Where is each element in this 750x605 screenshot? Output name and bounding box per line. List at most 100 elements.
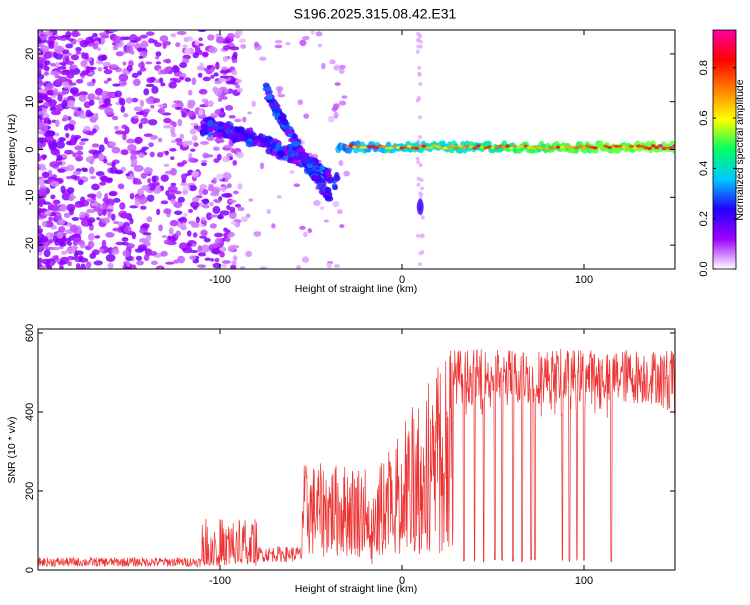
- spectrogram-cell: [472, 146, 478, 150]
- spectrogram-cell: [137, 244, 148, 251]
- spectrogram-cell: [236, 87, 243, 93]
- spectrogram-cell: [222, 55, 229, 63]
- spectrogram-cell: [151, 85, 159, 94]
- spectrogram-cell: [337, 209, 343, 215]
- spectrogram-cell: [165, 261, 175, 265]
- spectrogram-cell: [60, 185, 66, 194]
- spectrogram-cell: [107, 262, 114, 269]
- spectrogram-cell: [283, 125, 290, 131]
- spectrogram-cell: [173, 79, 182, 83]
- spectrogram-cell: [222, 172, 232, 180]
- spectrogram-cell: [277, 88, 282, 95]
- spectrogram-cell: [97, 55, 106, 62]
- spectrogram-cell: [577, 144, 583, 148]
- spectrogram-cell: [221, 260, 231, 264]
- spectrogram-cell: [101, 90, 111, 99]
- spectrogram-cell: [66, 71, 75, 79]
- spectrogram-cell: [421, 144, 427, 148]
- spectrogram-cell: [267, 141, 277, 148]
- spectrogram-cell: [338, 67, 345, 74]
- spectrogram-cell: [202, 51, 209, 58]
- spectrogram-cell: [92, 128, 97, 134]
- spectrogram-cell: [204, 154, 214, 158]
- spectrogram-cell: [118, 73, 129, 82]
- spectrogram-cell: [200, 141, 209, 145]
- spectrogram-cell: [75, 263, 81, 269]
- spectrogram-cell: [212, 242, 219, 249]
- spectrogram-cell: [41, 258, 52, 265]
- spectrogram-cell: [78, 94, 87, 102]
- spectrogram-cell: [165, 190, 170, 197]
- spectrogram-cell: [43, 31, 53, 37]
- spectrogram-cell: [207, 34, 215, 41]
- spectrogram-cell: [124, 126, 130, 135]
- spectrogram-cell: [101, 239, 107, 248]
- spectrogram-cell: [333, 175, 341, 182]
- spectrogram-cell: [154, 42, 163, 48]
- spectrogram-cell: [420, 250, 425, 255]
- spectrogram-cell: [219, 75, 230, 79]
- spectrogram-cell: [200, 162, 207, 167]
- spectrogram-cell: [67, 187, 75, 194]
- spectrogram-cell: [183, 212, 188, 217]
- spectrogram-cell: [145, 61, 153, 65]
- spectrogram-cell: [416, 160, 421, 165]
- spectrogram-cell: [135, 255, 143, 261]
- spectrogram-cell: [140, 117, 149, 124]
- spectrogram-cell: [230, 264, 237, 269]
- spectrogram-cell: [198, 187, 203, 196]
- spectrogram-cell: [226, 204, 231, 210]
- spectrogram-cell: [197, 245, 203, 252]
- spectrogram-cell: [333, 64, 340, 71]
- spectrogram-cell: [225, 80, 235, 85]
- spectrogram-cell: [135, 111, 144, 116]
- spectrogram-cell: [66, 203, 76, 212]
- spectrogram-cell: [416, 44, 421, 49]
- spectrogram-cell: [57, 66, 67, 70]
- spectrogram-cell: [610, 144, 616, 148]
- spectrogram-cell: [43, 72, 49, 76]
- spectrogram-cell: [302, 231, 308, 238]
- spectrogram-cell: [125, 97, 133, 104]
- spectrogram-cell: [182, 186, 191, 191]
- spectrogram-cell: [70, 134, 76, 143]
- spectrogram-cell: [418, 39, 423, 44]
- spectrogram-cell: [418, 82, 423, 87]
- snr-y-ticks: 0 200 400 600: [24, 324, 675, 573]
- spectrogram-cell: [439, 146, 445, 150]
- spectrogram-cell: [417, 71, 422, 76]
- spectrogram-cell: [123, 113, 129, 118]
- spectrogram-cell: [230, 212, 237, 219]
- colorbar: 0.0 0.2 0.4 0.6 0.8 Normalized spectral ampl…: [698, 29, 746, 277]
- spectrogram-cell: [114, 125, 119, 131]
- spectrogram-cell: [240, 216, 249, 223]
- spectrogram-cell: [370, 144, 376, 148]
- spectrogram-cell: [162, 43, 167, 49]
- spectrogram-cell: [213, 158, 220, 163]
- spectrogram-cell: [219, 251, 225, 258]
- spectrogram-cell: [198, 223, 206, 227]
- spectrogram-cell: [178, 242, 188, 250]
- spectrogram-cell: [51, 119, 57, 123]
- spectrogram-cell: [112, 227, 122, 232]
- spectrogram-cell: [210, 114, 218, 119]
- spectrogram-cell: [148, 142, 154, 148]
- spectrogram-cell: [157, 266, 163, 269]
- spectrogram-cell: [213, 72, 219, 77]
- spectrogram-cell: [70, 106, 79, 110]
- spectrogram-cell: [163, 67, 168, 75]
- spectrogram-cell: [70, 54, 79, 61]
- spectrogram-cell: [77, 107, 82, 112]
- spectrogram-cell: [512, 144, 518, 148]
- spectrogram-cell: [177, 118, 183, 127]
- spectrogram-cell: [65, 31, 72, 39]
- spectrogram-cell: [93, 260, 103, 266]
- spectrogram-cell: [416, 233, 421, 238]
- spectrogram-cell: [301, 256, 310, 263]
- spectrogram-cell: [450, 144, 456, 148]
- spectrogram-cell: [163, 208, 172, 215]
- spectrogram-cell: [126, 138, 135, 144]
- spectrogram-cell: [329, 59, 336, 65]
- spectrogram-cell: [632, 146, 638, 150]
